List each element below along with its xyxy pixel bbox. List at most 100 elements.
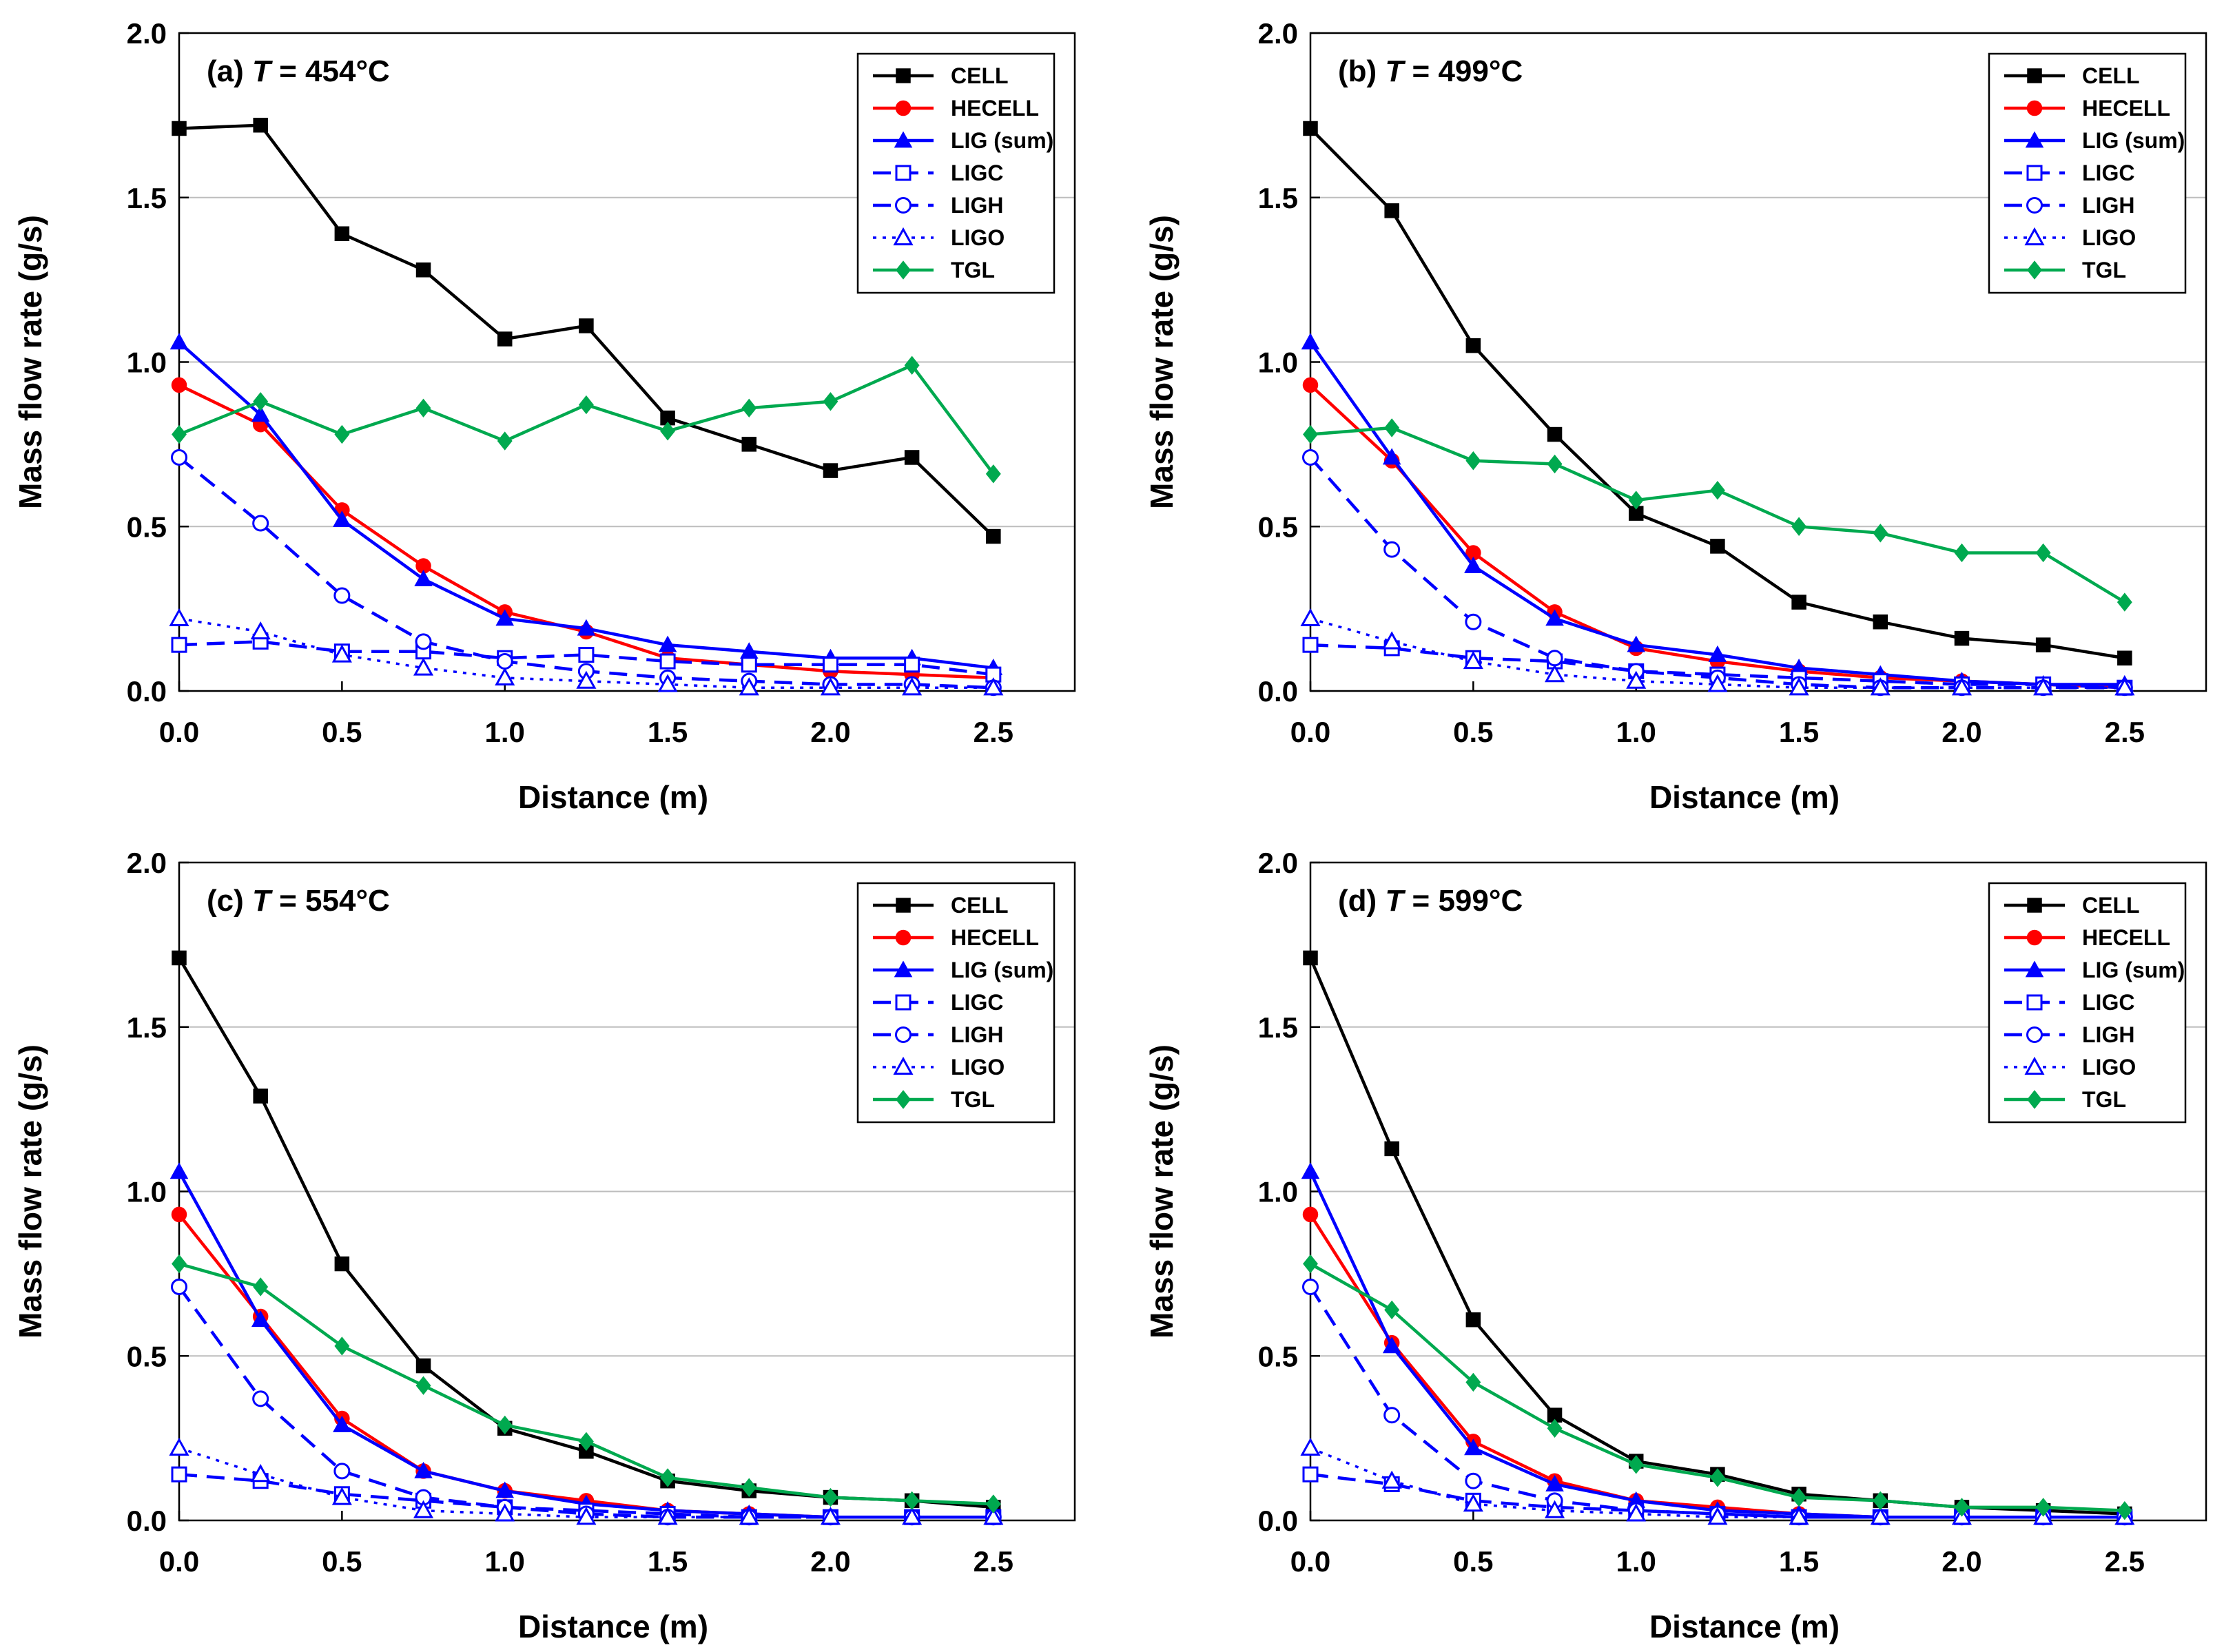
x-axis-label: Distance (m)	[1649, 1609, 1840, 1644]
data-point	[171, 448, 187, 466]
data-point	[1628, 491, 1644, 510]
legend-label: HECELL	[2082, 925, 2170, 950]
series-tgl	[172, 355, 1001, 484]
x-tick-label: 2.5	[2105, 1545, 2145, 1578]
data-point	[741, 1478, 757, 1497]
data-point	[902, 677, 923, 696]
data-point	[333, 510, 351, 528]
data-point	[1873, 1491, 1888, 1511]
legend-swatch-marker	[895, 165, 912, 181]
legend-swatch-marker	[2026, 1026, 2043, 1043]
data-point	[1300, 1437, 1321, 1456]
x-tick-label: 1.0	[485, 1545, 525, 1578]
data-point	[1301, 333, 1320, 350]
y-tick-label: 0.0	[127, 675, 167, 708]
data-point	[414, 1461, 433, 1478]
data-point	[985, 1494, 1001, 1514]
y-tick-label: 1.0	[1258, 1176, 1298, 1208]
series-line	[178, 1213, 993, 1519]
data-point	[495, 609, 515, 626]
x-tick-label: 1.5	[1779, 716, 1819, 748]
x-axis-label: Distance (m)	[1649, 779, 1840, 815]
y-tick-label: 1.0	[127, 347, 167, 379]
data-point	[2117, 592, 2132, 612]
data-point	[578, 395, 594, 415]
legend-label: LIGH	[951, 193, 1003, 218]
y-tick-label: 2.0	[1258, 847, 1298, 879]
data-point	[904, 657, 920, 673]
data-point	[1873, 614, 1888, 630]
legend-label: LIGH	[951, 1022, 1003, 1047]
data-point	[1384, 1300, 1400, 1320]
y-tick-label: 0.5	[1258, 510, 1298, 543]
data-point	[1381, 631, 1402, 650]
series-line	[1310, 617, 2125, 689]
data-point	[1791, 517, 1807, 536]
y-tick-label: 0.5	[127, 1340, 167, 1372]
data-point	[1465, 338, 1481, 353]
data-point	[657, 1507, 678, 1525]
legend-label: TGL	[2082, 258, 2126, 282]
legend-label: LIGO	[2082, 225, 2136, 250]
data-point	[1302, 637, 1319, 653]
data-point	[1303, 424, 1318, 444]
data-point	[1465, 613, 1482, 630]
chart-panel-4: 0.0 0.5 1.0 1.5 2.0 0.0 0.5 1.0 1.5 2.0 2.5 Distanc…	[1144, 847, 2207, 1644]
legend: CELL HECELL LIG (sum) LIGC LIGH LIGO TGL	[856, 882, 1056, 1124]
legend-label: LIGC	[2082, 990, 2134, 1015]
legend-swatch-marker	[2027, 898, 2042, 913]
data-point	[1870, 677, 1891, 696]
y-tick-label: 2.0	[1258, 17, 1298, 50]
data-point	[1302, 377, 1319, 393]
legend: CELL HECELL LIG (sum) LIGC LIGH LIGO TGL	[1988, 882, 2187, 1124]
data-point	[1789, 1507, 1809, 1525]
series-hecell	[171, 377, 1002, 686]
data-point	[658, 635, 677, 652]
data-point	[1302, 1466, 1319, 1483]
legend-swatch-marker	[2026, 165, 2043, 181]
y-axis-label: Mass flow rate (g/s)	[12, 1044, 48, 1339]
y-tick-label: 1.5	[1258, 1011, 1298, 1044]
data-point	[983, 677, 1004, 696]
data-point	[657, 674, 678, 692]
data-point	[415, 1376, 431, 1395]
data-point	[253, 117, 268, 133]
series-lig-sum	[169, 333, 1003, 675]
data-point	[2035, 543, 2051, 563]
legend-swatch-marker	[895, 929, 912, 946]
data-point	[1301, 1162, 1320, 1179]
data-point	[904, 450, 920, 465]
legend-label: LIGO	[2082, 1055, 2136, 1080]
data-point	[333, 587, 351, 604]
data-point	[1464, 1438, 1483, 1456]
data-point	[2035, 1498, 2051, 1517]
data-point	[1384, 1141, 1399, 1157]
data-point	[1303, 950, 1318, 966]
series-tgl	[1303, 1254, 2132, 1520]
data-point	[1627, 635, 1646, 652]
x-tick-label: 1.0	[1616, 716, 1656, 748]
data-point	[333, 1415, 351, 1432]
legend-swatch-marker	[2025, 131, 2044, 148]
panel-title: (b) T = 499°C	[1338, 54, 1523, 88]
data-point	[1954, 630, 1970, 646]
data-point	[250, 621, 271, 640]
data-point	[2117, 1500, 2132, 1520]
data-point	[1709, 1468, 1725, 1487]
data-point	[333, 1463, 351, 1480]
legend-swatch-marker	[2027, 68, 2042, 83]
series-lig-sum	[169, 1162, 1003, 1525]
y-tick-label: 0.0	[127, 1505, 167, 1537]
data-point	[820, 677, 841, 696]
data-point	[902, 1507, 923, 1525]
x-tick-label: 2.0	[810, 716, 850, 748]
legend-swatch-marker	[894, 131, 913, 148]
legend-label: HECELL	[2082, 96, 2170, 121]
data-point	[985, 464, 1001, 484]
data-point	[172, 950, 187, 966]
legend: CELL HECELL LIG (sum) LIGC LIGH LIGO TGL	[856, 52, 1056, 294]
x-tick-label: 2.5	[974, 1545, 1013, 1578]
data-point	[1463, 650, 1483, 670]
data-point	[1546, 650, 1563, 667]
y-tick-label: 1.0	[127, 1176, 167, 1208]
